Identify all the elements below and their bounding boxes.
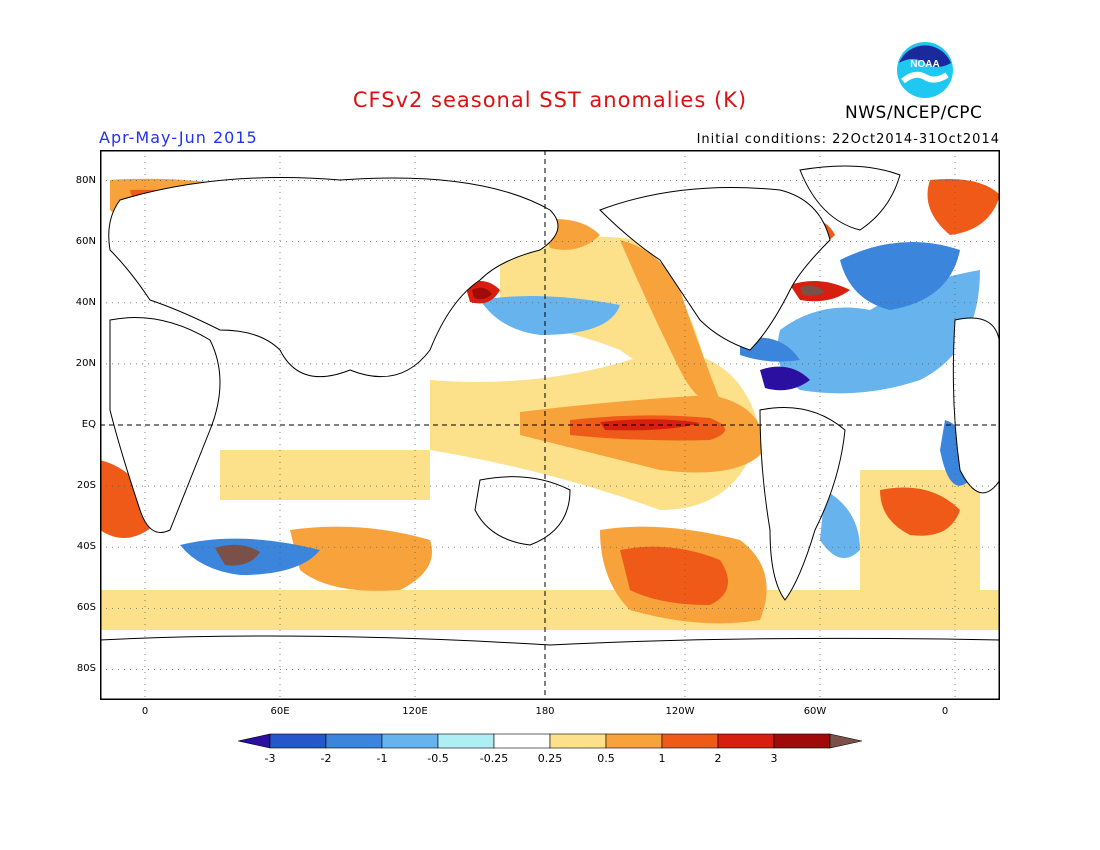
anomaly-kuroshio-dark (472, 287, 492, 300)
colorbar-cell (381, 733, 439, 749)
colorbar-cell (493, 733, 551, 749)
colorbar-cell (269, 733, 327, 749)
colorbar-label: 0.25 (537, 752, 563, 765)
logo-text: NOAA (910, 59, 939, 70)
anomaly-north-atlantic-blue (777, 270, 980, 394)
anomaly-brazil-blue (820, 490, 860, 558)
reference-lines (100, 150, 1000, 700)
lon-label: 180 (535, 706, 555, 717)
lat-label: 80N (75, 175, 96, 186)
colorbar-cell (437, 733, 495, 749)
colorbar-label: 3 (770, 752, 778, 765)
grid-lines (100, 150, 1000, 700)
lon-label: 0 (941, 706, 949, 717)
initial-conditions-label: Initial conditions: 22Oct2014-31Oct2014 (696, 132, 1000, 147)
anomaly-ne-pacific-coast-orange (620, 240, 720, 402)
lat-label: 40S (76, 541, 96, 552)
anomaly-east-indian-yellow (220, 450, 430, 500)
land-antarctica (100, 635, 1000, 700)
continents (100, 165, 1000, 700)
colorbar (238, 733, 862, 749)
anomaly-greenland-sea-red (927, 179, 1000, 235)
lon-label: 60W (803, 706, 827, 717)
land-eurasia (108, 177, 559, 378)
anomaly-south-indian-orange (290, 526, 432, 591)
colorbar-label: -0.25 (479, 752, 509, 765)
colorbar-cell (773, 733, 831, 749)
sst-anomaly-map (100, 150, 1000, 700)
colorbar-label: 1 (658, 752, 666, 765)
lat-label: 20S (76, 480, 96, 491)
land-north-america (599, 187, 831, 351)
land-australia (474, 476, 571, 546)
anomaly-southern-ocean-yellow (100, 590, 1000, 630)
lat-label: 60S (76, 602, 96, 613)
lon-label: 120W (665, 706, 695, 717)
land-greenland (799, 165, 901, 231)
colorbar-cell (549, 733, 607, 749)
anomaly-gulf-stream-brown (800, 285, 825, 296)
lon-label: 120E (402, 706, 428, 717)
colorbar-label: 2 (714, 752, 722, 765)
colorbar-cell (605, 733, 663, 749)
colorbar-label: -2 (320, 752, 332, 765)
map-frame (100, 150, 1000, 700)
anomaly-north-atlantic-midblue (840, 242, 960, 310)
colorbar-label: -3 (264, 752, 276, 765)
agency-label: NWS/NCEP/CPC (845, 103, 983, 123)
lat-label: 80S (76, 663, 96, 674)
land-south-america (759, 407, 846, 601)
lat-label: 40N (75, 297, 96, 308)
anomaly-central-north-pacific-blue (480, 296, 620, 335)
season-label: Apr-May-Jun 2015 (99, 128, 258, 147)
lon-label: 60E (270, 706, 290, 717)
colorbar-label: -1 (376, 752, 388, 765)
colorbar-high-extension (829, 733, 862, 749)
colorbar-cell (717, 733, 775, 749)
anomaly-gulf-of-mexico-navy (760, 366, 810, 391)
lat-label: 20N (75, 358, 96, 369)
lat-label: EQ (81, 419, 96, 430)
land-africa-east (952, 317, 1000, 494)
chart-title: CFSv2 seasonal SST anomalies (K) (352, 88, 748, 112)
colorbar-cell (325, 733, 383, 749)
colorbar-low-extension (238, 733, 271, 749)
colorbar-cell (661, 733, 719, 749)
colorbar-label: -0.5 (427, 752, 449, 765)
anomaly-south-indian-brown (215, 544, 260, 566)
anomaly-south-atlantic-red (880, 487, 960, 536)
colorbar-label: 0.5 (597, 752, 615, 765)
noaa-logo: NOAA (897, 42, 953, 98)
lat-label: 60N (75, 236, 96, 247)
anomaly-south-pacific-red (620, 546, 728, 605)
lon-label: 0 (141, 706, 149, 717)
